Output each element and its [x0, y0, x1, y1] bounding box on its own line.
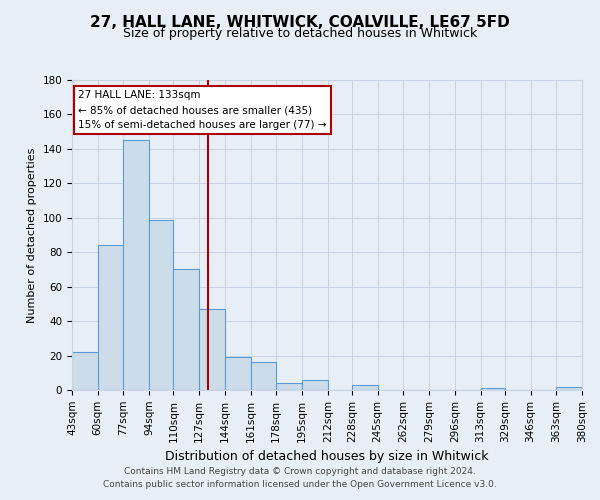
Text: Contains HM Land Registry data © Crown copyright and database right 2024.: Contains HM Land Registry data © Crown c… — [124, 467, 476, 476]
Bar — [556, 386, 582, 390]
Bar — [302, 380, 328, 390]
Bar — [72, 352, 98, 390]
Bar — [124, 140, 149, 390]
Text: Size of property relative to detached houses in Whitwick: Size of property relative to detached ho… — [123, 28, 477, 40]
Bar — [251, 362, 277, 390]
Text: Contains public sector information licensed under the Open Government Licence v3: Contains public sector information licen… — [103, 480, 497, 489]
Bar — [352, 385, 377, 390]
Text: 27, HALL LANE, WHITWICK, COALVILLE, LE67 5FD: 27, HALL LANE, WHITWICK, COALVILLE, LE67… — [90, 15, 510, 30]
Bar — [277, 383, 302, 390]
Y-axis label: Number of detached properties: Number of detached properties — [27, 148, 37, 322]
Bar — [199, 309, 225, 390]
Bar — [481, 388, 505, 390]
Bar — [98, 246, 124, 390]
Bar — [173, 270, 199, 390]
X-axis label: Distribution of detached houses by size in Whitwick: Distribution of detached houses by size … — [165, 450, 489, 463]
Bar — [225, 358, 251, 390]
Text: 27 HALL LANE: 133sqm
← 85% of detached houses are smaller (435)
15% of semi-deta: 27 HALL LANE: 133sqm ← 85% of detached h… — [78, 90, 326, 130]
Bar — [149, 220, 173, 390]
